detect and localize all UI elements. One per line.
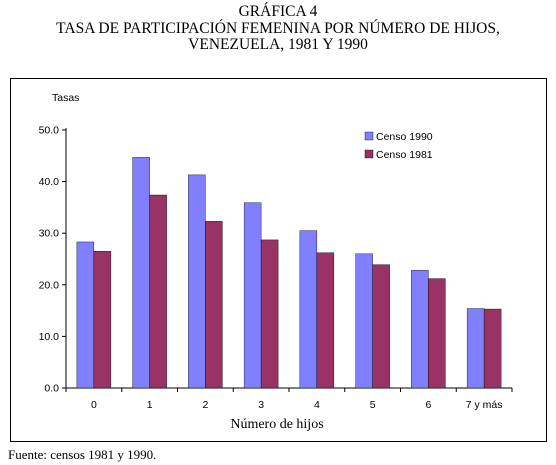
bar-censo-1990-6 [411, 270, 429, 389]
bar-censo-1981-5 [372, 264, 390, 389]
legend-label: Censo 1990 [376, 131, 433, 143]
y-axis-label: Tasas [52, 92, 79, 104]
bar-censo-1981-3 [260, 239, 279, 389]
legend-swatch [364, 131, 374, 141]
y-tick-label: 40.0 [39, 176, 60, 188]
x-tick-label: 1 [147, 399, 153, 411]
plot-area: 0.0 10.0 20.0 30.0 40.0 50.0 0 1 2 3 4 5 6 7 y más [39, 125, 513, 411]
y-tick-label: 0.0 [44, 383, 59, 395]
bar-censo-1981-7 [483, 308, 502, 389]
bar-censo-1981-6 [428, 278, 446, 389]
legend: Censo 1990 Censo 1981 [364, 131, 433, 161]
y-tick-label: 30.0 [39, 228, 60, 240]
y-tick-label: 50.0 [39, 125, 60, 137]
chart-frame [10, 78, 547, 442]
chart-title: GRÁFICA 4 TASA DE PARTICIPACIÓN FEMENINA… [0, 3, 556, 54]
title-line-1: GRÁFICA 4 [238, 3, 318, 20]
x-axis-label: Número de hijos [230, 417, 323, 432]
bar-censo-1990-7 [466, 308, 485, 389]
x-tick-label: 5 [370, 399, 376, 411]
x-tick-label: 2 [202, 399, 208, 411]
x-tick-label: 3 [258, 399, 264, 411]
legend-label: Censo 1981 [376, 149, 433, 161]
title-line-3: VENEZUELA, 1981 Y 1990 [188, 36, 368, 53]
x-tick-label: 7 y más [466, 399, 503, 411]
x-tick-label: 6 [425, 399, 431, 411]
y-tick-label: 10.0 [39, 331, 60, 343]
bar-censo-1990-3 [243, 202, 262, 389]
title-line-2: TASA DE PARTICIPACIÓN FEMENINA POR NÚMER… [56, 19, 500, 37]
x-tick-label: 0 [91, 399, 97, 411]
bar-censo-1990-5 [355, 253, 373, 389]
bar-censo-1981-2 [205, 221, 223, 389]
y-tick-label: 20.0 [39, 279, 60, 291]
bar-censo-1990-0 [76, 241, 95, 389]
source-note: Fuente: censos 1981 y 1990. [8, 447, 157, 462]
bar-censo-1981-1 [149, 194, 167, 389]
bar-censo-1990-2 [188, 174, 206, 389]
x-tick-label: 4 [314, 399, 320, 411]
bar-censo-1981-0 [93, 251, 112, 389]
legend-swatch [364, 149, 374, 159]
bar-censo-1990-1 [132, 157, 150, 389]
bar-censo-1981-4 [316, 252, 335, 389]
bar-censo-1990-4 [299, 230, 318, 389]
